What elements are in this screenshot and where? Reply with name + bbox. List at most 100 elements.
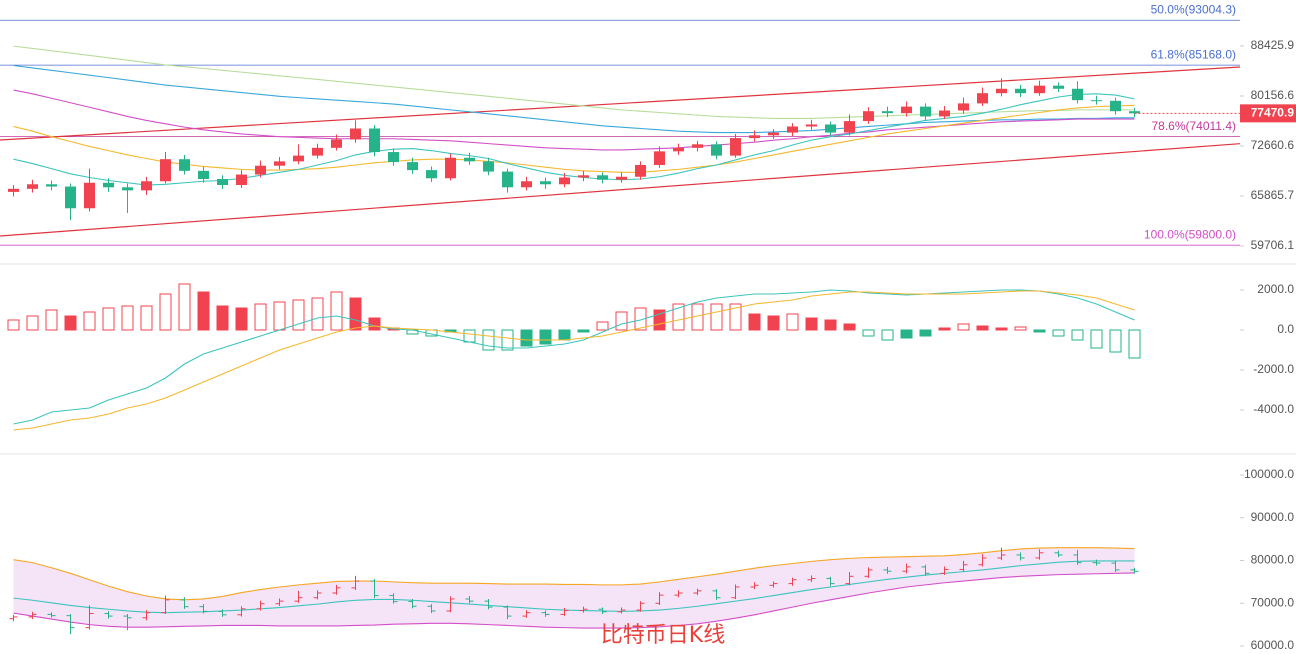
macd-bar [672,303,685,331]
candle-body [122,187,133,191]
y-tick-label: 65865.7 [1251,188,1295,202]
macd-line [13,289,1135,425]
last-price-tag [1240,104,1296,123]
candle-body [464,157,475,162]
candle-body [502,171,513,188]
fib-label: 61.8%(85168.0) [1151,47,1236,61]
bollinger-line [13,560,1135,614]
macd-bar [292,299,305,331]
macd-line [13,290,1135,431]
macd-bar [45,309,58,331]
candle-body [1015,88,1026,94]
macd-bar [520,329,533,347]
bollinger-line [13,547,1135,601]
candle-body [27,184,38,189]
macd-bar [615,311,628,331]
macd-bar [140,305,153,331]
macd-bar [824,319,837,331]
candle-body [920,106,931,117]
candle-body [407,162,418,171]
macd-bar [463,329,476,343]
candle-body [65,186,76,209]
candle-body [977,93,988,104]
macd-bar [102,307,115,331]
candle-body [939,110,950,117]
candle-body [369,128,380,153]
macd-bar [83,311,96,331]
y-tick-label: 60000.0 [1251,638,1295,652]
candle-body [673,147,684,152]
candle-body [1091,100,1102,102]
macd-bar [349,297,362,331]
moving-average [13,64,1135,134]
macd-bar [64,315,77,331]
candle-body [559,177,570,185]
candle-body [635,164,646,177]
candle-body [293,155,304,162]
candle-body [958,103,969,111]
y-tick-label: 59706.1 [1251,238,1295,252]
macd-bar [767,315,780,331]
band-fill [13,547,1135,629]
candle-body [882,111,893,114]
trendline [0,143,1241,237]
watermark: 比特币日K线 [601,623,725,648]
candle-body [711,144,722,156]
y-tick-label: 100000.0 [1244,467,1294,481]
macd-bar [273,301,286,331]
candle-body [350,128,361,140]
macd-bar [900,329,913,339]
macd-bar [995,327,1008,331]
candle-body [198,170,209,180]
bollinger-line [13,572,1135,629]
candle-body [217,179,228,186]
macd-bar [577,329,590,333]
moving-average [13,93,1135,186]
candle-body [236,174,247,186]
candle-body [844,121,855,133]
candle-body [521,181,532,188]
candle-body [692,144,703,148]
y-tick-label: -2000.0 [1253,362,1294,376]
last-price-label: 77470.9 [1251,106,1295,120]
macd-bar [178,283,191,331]
macd-bar [596,321,609,331]
y-tick-label: 2000.0 [1257,282,1294,296]
macd-bar [558,329,571,341]
macd-bar [7,319,20,331]
macd-bar [482,329,495,351]
candle-body [331,139,342,148]
fib-label: 50.0%(93004.3) [1151,2,1236,16]
candle-body [768,132,779,136]
macd-bar [1052,329,1065,337]
candle-body [84,182,95,209]
macd-bar [653,309,666,331]
candle-body [749,135,760,139]
candle-body [1034,85,1045,94]
macd-bar [843,323,856,331]
candle-body [901,106,912,114]
candle-body [312,147,323,156]
candle-body [654,151,665,165]
macd-bar [197,291,210,331]
macd-bar [634,307,647,331]
y-tick-label: 80156.6 [1251,88,1295,102]
macd-bar [1071,329,1084,341]
candle-body [1129,111,1140,114]
macd-bar [957,323,970,331]
macd-bar [919,329,932,337]
candle-body [806,124,817,127]
macd-bar [1014,326,1027,331]
candle-body [160,159,171,182]
candle-body [996,88,1007,94]
candle-body [578,175,589,178]
macd-bar [729,303,742,331]
macd-bar [786,313,799,331]
macd-bar [216,305,229,331]
macd-bar [26,315,39,331]
candle-body [1072,88,1083,101]
macd-bar [1033,329,1046,333]
macd-bar [862,329,875,337]
candle-body [426,170,437,179]
